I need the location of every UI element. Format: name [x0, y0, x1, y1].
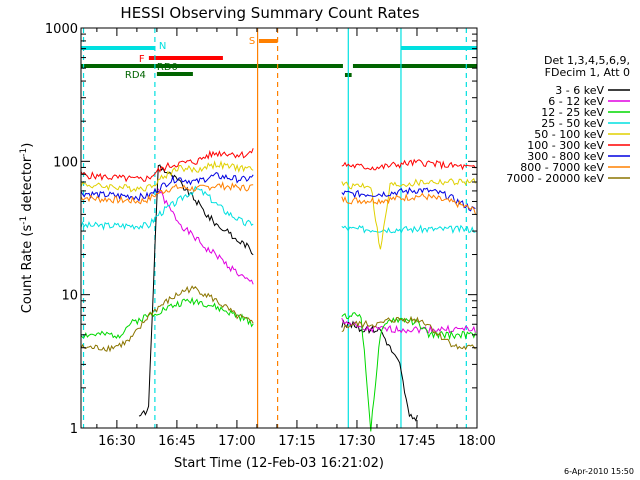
legend-entry-label: 7000 - 20000 keV	[506, 172, 604, 185]
flag-label-n: N	[159, 41, 166, 52]
chart-title: HESSI Observing Summary Count Rates	[120, 4, 419, 22]
plot-frame	[80, 27, 478, 429]
timestamp-label: 6-Apr-2010 15:50	[564, 467, 634, 476]
legend-entry-label: 25 - 50 keV	[541, 117, 604, 130]
x-axis-label: Start Time (12-Feb-03 16:21:02)	[174, 456, 384, 471]
legend-header-line: FDecim 1, Att 0	[545, 66, 630, 79]
legend-entry-label: 6 - 12 keV	[548, 95, 604, 108]
x-tick-label: 17:15	[278, 434, 315, 449]
legend-entry-label: 50 - 100 keV	[534, 128, 604, 141]
y-tick-label: 100	[53, 155, 78, 170]
legend-entry-label: 12 - 25 keV	[541, 106, 604, 119]
y-tick-label: 1	[70, 422, 78, 437]
series-line-7	[80, 181, 476, 215]
x-tick-label: 17:45	[398, 434, 435, 449]
legend-header-line: Det 1,3,4,5,6,9,	[544, 54, 630, 67]
series-line-2	[80, 296, 476, 432]
x-tick-label: 17:00	[218, 434, 255, 449]
flag-label-f: F	[139, 54, 145, 65]
saa-night-markers	[82, 28, 467, 428]
flag-label-rd4: RD4	[125, 70, 146, 81]
legend-entry-label: 100 - 300 keV	[527, 139, 604, 152]
legend: Det 1,3,4,5,6,9,FDecim 1, Att 0 3 - 6 keV…	[506, 54, 630, 185]
series-line-8	[80, 285, 476, 353]
x-tick-label: 16:30	[98, 434, 135, 449]
series-lines	[80, 148, 476, 432]
flag-label-s: S	[249, 36, 255, 47]
series-line-6	[80, 172, 476, 212]
legend-entry-label: 300 - 800 keV	[527, 150, 604, 163]
x-tick-label: 16:45	[158, 434, 195, 449]
y-tick-label: 1000	[45, 22, 78, 37]
flag-bars: N F S RD0 RD4	[81, 36, 477, 81]
series-line-5	[80, 148, 476, 183]
flag-label-rd0: RD0	[157, 62, 178, 73]
y-tick-label: 10	[61, 289, 78, 304]
series-line-0	[138, 164, 418, 422]
axis-ticks: 16:30 16:45 17:00 17:15 17:30 17:45 18:00 1 10 10…	[45, 22, 496, 449]
series-line-4	[80, 160, 476, 250]
series-line-3	[80, 185, 476, 235]
series-line-1	[157, 188, 476, 335]
x-tick-label: 17:30	[338, 434, 375, 449]
x-tick-label: 18:00	[458, 434, 495, 449]
legend-entry-label: 800 - 7000 keV	[520, 161, 604, 174]
legend-entry-label: 3 - 6 keV	[555, 84, 604, 97]
y-axis-label: Count Rate (s-1 detector-1)	[19, 143, 35, 314]
